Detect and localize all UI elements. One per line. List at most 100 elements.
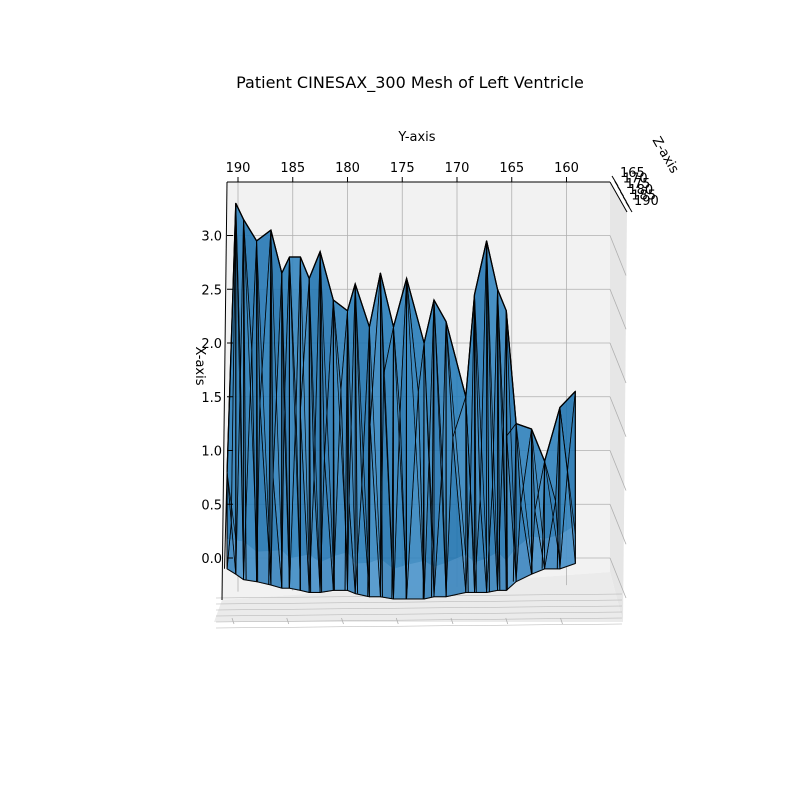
mesh-edge xyxy=(354,283,359,594)
surface-facet xyxy=(544,461,557,569)
grid-line-x-side xyxy=(609,396,627,437)
x-tick-label: 2.0 xyxy=(201,337,222,352)
grid-line-z-floor xyxy=(215,605,623,611)
mesh-edge xyxy=(465,396,469,593)
mesh-edge xyxy=(512,423,517,582)
mesh-edge xyxy=(393,326,407,588)
grid-line-x-side xyxy=(609,450,627,491)
y-tick-label: 185 xyxy=(280,161,305,176)
mesh-edge xyxy=(332,299,348,561)
x-tick-label: 1.0 xyxy=(201,445,222,460)
surface-mesh xyxy=(224,202,576,600)
surface-facet xyxy=(433,299,443,597)
mesh-edge xyxy=(422,342,425,599)
x-tick-label: 1.5 xyxy=(201,391,222,406)
y-tick-label: 190 xyxy=(226,161,251,176)
mesh-edge xyxy=(226,471,237,540)
mesh-edge xyxy=(405,278,408,599)
x-axis-label: X-axis xyxy=(192,347,207,386)
grid-line-z-floor xyxy=(215,617,623,623)
mesh-edge xyxy=(300,256,310,573)
mesh-edge xyxy=(559,407,576,534)
y-tick-label: 170 xyxy=(445,161,470,176)
surface-facet xyxy=(368,326,371,597)
x-axis-line xyxy=(221,181,228,601)
x-tick-label: 0.5 xyxy=(201,498,222,513)
grid-line-z-floor xyxy=(215,623,623,629)
grid-line-y-floor xyxy=(450,617,454,625)
z-tick-label: 185 xyxy=(631,188,656,203)
mesh-edge xyxy=(319,251,334,565)
mesh-edge xyxy=(445,321,467,557)
chart-title: Patient CINESAX_300 Mesh of Left Ventric… xyxy=(236,73,584,93)
mesh-edge xyxy=(308,278,321,588)
z-tick-label: 175 xyxy=(626,177,651,192)
x-tick-label: 0.0 xyxy=(201,552,222,567)
mesh-edge xyxy=(391,326,394,599)
surface-facet xyxy=(270,230,274,585)
mesh-edge xyxy=(347,310,356,554)
mesh-edge xyxy=(242,219,247,580)
y-tick-label: 160 xyxy=(554,161,579,176)
mesh-edge xyxy=(531,428,545,553)
y-tick-label: 180 xyxy=(335,161,360,176)
mesh-edge xyxy=(465,396,475,566)
grid-line-x-side xyxy=(609,504,627,545)
y-axis-label: Y-axis xyxy=(397,130,435,145)
mesh-edge xyxy=(256,240,259,582)
axis-lines xyxy=(221,181,628,601)
mesh-edge xyxy=(344,310,348,591)
mesh-edge xyxy=(497,289,507,562)
grid-line-x-side xyxy=(609,289,627,330)
mesh-edge xyxy=(515,423,532,559)
grid-line-y-floor xyxy=(395,617,399,625)
mesh-edge xyxy=(224,471,228,569)
z-tick-mark xyxy=(625,201,633,213)
mesh-edge xyxy=(433,299,447,594)
grid-line-x-side xyxy=(609,557,627,599)
z-tick-label: 165 xyxy=(620,166,645,181)
mesh-edge xyxy=(354,283,370,587)
mesh-edge xyxy=(369,326,381,564)
mesh-edge xyxy=(379,273,383,597)
mesh-edge xyxy=(486,240,498,569)
y-tick-label: 165 xyxy=(499,161,524,176)
mesh-edge xyxy=(235,203,244,571)
surface-front-band xyxy=(227,525,576,599)
grid-line-x-side xyxy=(609,235,627,276)
grid-line-z-floor xyxy=(215,611,623,617)
mesh-edge xyxy=(474,294,477,593)
grid-line-y-floor xyxy=(231,617,235,625)
mesh-edge xyxy=(332,299,335,591)
grid-line-y-floor xyxy=(560,617,563,625)
mesh-edge xyxy=(406,278,425,595)
tick-labels: 190 185 180 175 170 165 1603.02.52.01.51.00.50… xyxy=(201,161,659,567)
mesh-edge xyxy=(431,299,435,597)
z-tick-label: 180 xyxy=(628,183,653,198)
mesh-edge xyxy=(319,251,323,593)
mesh-edge xyxy=(243,219,257,543)
mesh-edge xyxy=(270,230,283,558)
side-pane xyxy=(610,182,627,622)
mesh-edge xyxy=(256,240,272,574)
grid-line-x-side xyxy=(609,342,627,384)
mesh-edge xyxy=(474,294,487,556)
y-tick-label: 175 xyxy=(390,161,415,176)
mesh-edge xyxy=(497,289,501,591)
surface-facet xyxy=(347,310,350,591)
mesh-edge xyxy=(268,230,272,585)
surface-facet xyxy=(332,299,342,591)
mesh-edge xyxy=(289,256,301,587)
surface-top-edge xyxy=(226,203,576,473)
z-axis-label: Z-axis xyxy=(649,134,682,176)
mesh-edge xyxy=(308,278,312,593)
mesh-edge xyxy=(367,326,370,597)
x-tick-label: 2.5 xyxy=(201,283,222,298)
mesh-edge xyxy=(486,240,490,593)
z-tick-label: 170 xyxy=(623,172,648,187)
x-tick-label: 3.0 xyxy=(201,230,222,245)
mesh-edge xyxy=(505,310,508,591)
surface-facet xyxy=(226,471,232,569)
